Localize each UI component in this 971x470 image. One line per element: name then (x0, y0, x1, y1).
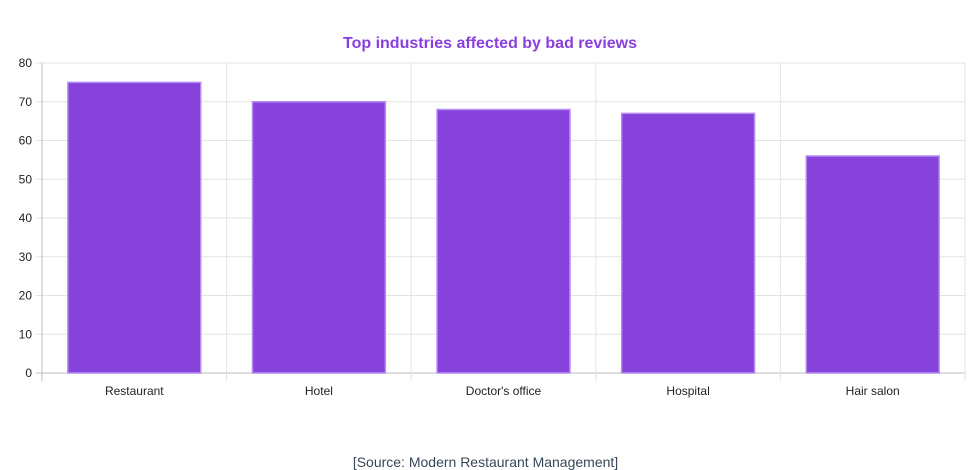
y-tick-label: 30 (19, 250, 33, 264)
y-tick-label: 20 (19, 289, 33, 303)
y-tick-label: 80 (19, 56, 33, 70)
y-tick-label: 60 (19, 134, 33, 148)
y-tick-label: 70 (19, 95, 33, 109)
x-axis: Restaurant Hotel Doctor's office Hospital Ha… (105, 384, 900, 398)
x-tick-label: Doctor's office (466, 384, 542, 398)
y-tick-label: 40 (19, 211, 33, 225)
x-tick-label: Restaurant (105, 384, 164, 398)
source-caption: [Source: Modern Restaurant Management] (352, 454, 619, 470)
x-tick-label: Hospital (666, 384, 709, 398)
bars (67, 81, 940, 374)
bar-hair-salon (805, 155, 940, 374)
y-tick-label: 10 (19, 327, 33, 341)
x-tick-label: Hair salon (846, 384, 900, 398)
bar-hotel (251, 101, 387, 374)
bar-chart: Top industries affected by bad reviews 0… (19, 35, 966, 398)
bar-restaurant (67, 81, 202, 374)
bar-doctor-s-office (436, 108, 571, 374)
y-axis: 0 10 20 30 40 50 60 70 80 (19, 56, 33, 380)
chart-title: Top industries affected by bad reviews (343, 35, 637, 52)
x-tick-label: Hotel (305, 384, 333, 398)
bar-hospital (620, 112, 756, 374)
y-tick-label: 0 (25, 366, 32, 380)
y-tick-label: 50 (19, 172, 33, 186)
